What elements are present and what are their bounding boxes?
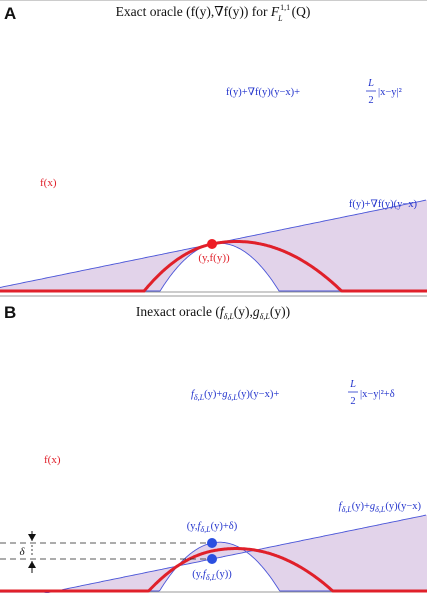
panel-b-upper-point (207, 538, 217, 548)
panel-a-upper-label: f(y)+∇f(y)(y−x)+ L 2 |x−y|² (226, 78, 402, 106)
svg-text:2: 2 (368, 95, 373, 106)
svg-text:L: L (367, 78, 374, 89)
svg-text:f(y)+∇f(y)(y−x)+: f(y)+∇f(y)(y−x)+ (226, 87, 300, 98)
panel-a: A Exact oracle (f(y),∇f(y)) for F1,1 L (Q)… (0, 0, 427, 293)
svg-text:|x−y|²+δ: |x−y|²+δ (360, 389, 395, 400)
panel-b-lower-point-label: (y,fδ,L(y)) (192, 569, 232, 582)
svg-text:|x−y|²: |x−y|² (378, 87, 402, 98)
svg-text:L: L (349, 379, 356, 390)
svg-text:fδ,L(y)+gδ,L(y)(y−x)+: fδ,L(y)+gδ,L(y)(y−x)+ (191, 389, 279, 402)
panel-b-delta-label: δ (19, 546, 25, 558)
panel-b-upper-point-label: (y,fδ,L(y)+δ) (187, 521, 238, 534)
panel-a-lower-label: f(y)+∇f(y)(y−x) (349, 199, 418, 210)
panel-a-shaded-region (0, 199, 427, 291)
panel-b-delta-arrows (28, 531, 36, 573)
panel-b-shaded-region (0, 514, 427, 593)
panel-a-f-label: f(x) (40, 177, 57, 189)
panel-a-point-label: (y,f(y)) (198, 252, 230, 264)
panel-b-f-curve (0, 547, 427, 593)
svg-text:2: 2 (350, 396, 355, 407)
panel-b-upper-label: fδ,L(y)+gδ,L(y)(y−x)+ L 2 |x−y|²+δ (191, 379, 395, 407)
panel-b-lower-point (207, 554, 217, 564)
panel-a-letter: A (4, 4, 16, 23)
panel-b-lower-label: fδ,L(y)+gδ,L(y)(y−x) (339, 501, 422, 514)
panel-a-tangent-point (207, 239, 217, 249)
panel-b-f-label: f(x) (44, 454, 61, 466)
panel-b-letter: B (4, 303, 16, 322)
panel-b: δ B Inexact oracle (fδ,L(y),gδ,L(y)) fδ,… (0, 295, 427, 593)
panel-b-title: Inexact oracle (fδ,L(y),gδ,L(y)) (136, 304, 290, 321)
panel-a-title: Exact oracle (f(y),∇f(y)) for F1,1 L (Q) (116, 3, 311, 23)
